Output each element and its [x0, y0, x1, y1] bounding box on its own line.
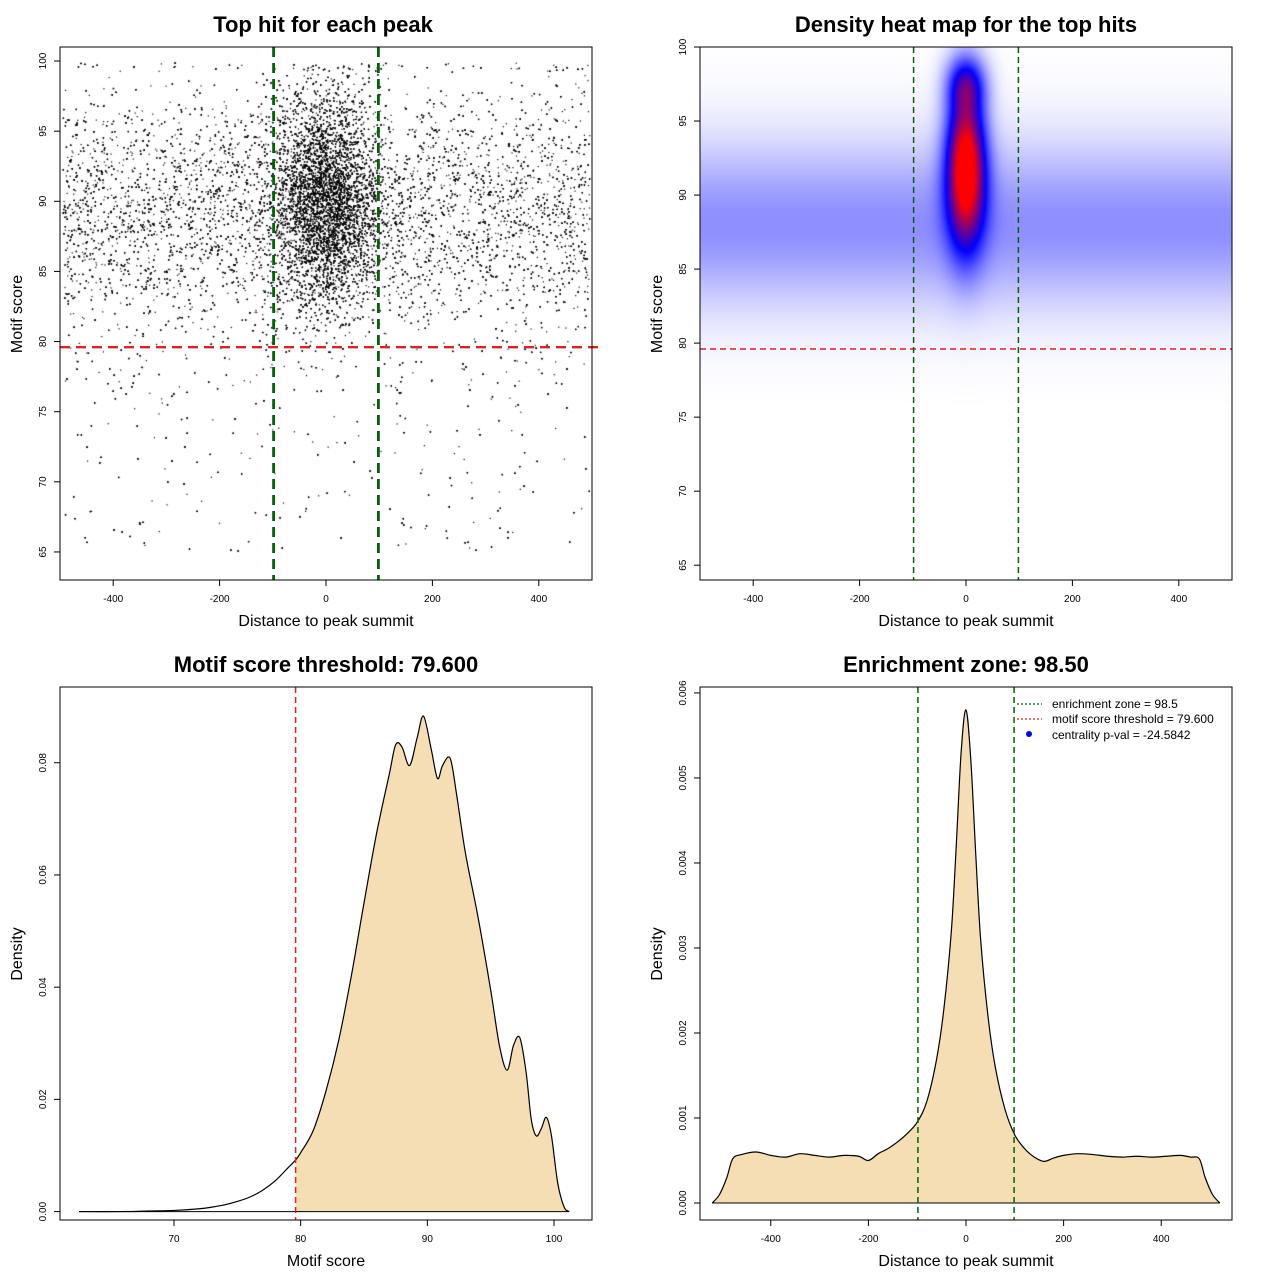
enrichment-y-axis-label: Density: [649, 927, 666, 980]
legend-pval-label: centrality p-val = -24.5842: [1052, 728, 1191, 742]
scatter-y-tick-label: 70: [38, 476, 49, 488]
heatmap-x-tick-label: -200: [850, 594, 870, 605]
score-density-y-tick-label: 0.08: [38, 753, 49, 773]
heatmap-x-tick-label: 200: [1064, 594, 1081, 605]
heatmap-y-tick-label: 95: [678, 115, 689, 127]
heatmap-title: Density heat map for the top hits: [795, 12, 1137, 37]
heatmap-image: [700, 47, 1232, 580]
score-density-ticks: 70 80 90 100 0.00 0.02 0.04 0.06 0.08: [38, 753, 563, 1245]
legend-pval-swatch: [1026, 731, 1032, 737]
enrichment-density-fill: [712, 709, 1220, 1203]
scatter-x-axis-label: Distance to peak summit: [238, 613, 414, 630]
enrichment-y-tick-label: 0.005: [678, 765, 689, 790]
enrichment-y-tick-label: 0.000: [678, 1190, 689, 1215]
enrichment-x-tick-label: 0: [963, 1234, 969, 1245]
legend-threshold-label: motif score threshold = 79.600: [1052, 712, 1214, 726]
scatter-y-tick-label: 80: [38, 336, 49, 348]
heatmap-panel: Density heat map for the top hits Distan…: [649, 12, 1233, 630]
score-density-x-tick-label: 80: [295, 1234, 307, 1245]
enrichment-y-tick-label: 0.006: [678, 680, 689, 705]
scatter-frame: [59, 46, 593, 581]
scatter-y-tick-label: 95: [38, 125, 49, 137]
heatmap-x-tick-label: -400: [743, 594, 763, 605]
legend-zone-label: enrichment zone = 98.5: [1052, 697, 1178, 711]
enrichment-title: Enrichment zone: 98.50: [843, 652, 1089, 677]
scatter-title: Top hit for each peak: [213, 12, 433, 37]
enrichment-y-tick-label: 0.004: [678, 850, 689, 875]
score-density-frame: [59, 686, 593, 1221]
score-density-x-tick-label: 90: [422, 1234, 434, 1245]
score-density-panel: Motif score threshold: 79.600 Motif scor…: [9, 652, 593, 1270]
heatmap-x-tick-label: 0: [963, 594, 969, 605]
heatmap-x-axis-label: Distance to peak summit: [878, 613, 1054, 630]
scatter-ticks: -400 -200 0 200 400 65 70 75 80 85 90 95 100: [38, 52, 548, 605]
enrichment-plot-area: [711, 687, 1221, 1220]
score-density-y-tick-label: 0.04: [38, 977, 49, 997]
score-density-x-axis-label: Motif score: [287, 1253, 365, 1270]
enrichment-x-axis-label: Distance to peak summit: [878, 1253, 1054, 1270]
heatmap-y-axis-label: Motif score: [649, 275, 666, 353]
enrichment-x-tick-label: 400: [1153, 1234, 1170, 1245]
scatter-y-tick-label: 100: [38, 52, 49, 69]
enrichment-legend: enrichment zone = 98.5 motif score thres…: [1017, 697, 1214, 742]
heatmap-frame: [699, 46, 1233, 581]
enrichment-x-tick-label: 200: [1055, 1234, 1072, 1245]
scatter-plot-area: [60, 47, 602, 580]
scatter-x-tick-label: -200: [210, 594, 230, 605]
scatter-panel: Top hit for each peak Distance to peak s…: [9, 12, 602, 630]
score-density-y-tick-label: 0.02: [38, 1089, 49, 1109]
score-density-y-tick-label: 0.06: [38, 865, 49, 885]
enrichment-panel: Enrichment zone: 98.50 Distance to peak …: [649, 652, 1233, 1270]
heatmap-y-tick-label: 85: [678, 263, 689, 275]
enrichment-y-tick-label: 0.002: [678, 1020, 689, 1045]
scatter-y-tick-label: 90: [38, 195, 49, 207]
score-density-y-axis-label: Density: [9, 927, 26, 980]
heatmap-y-tick-label: 65: [678, 559, 689, 571]
scatter-y-tick-label: 85: [38, 265, 49, 277]
scatter-x-tick-label: 0: [323, 594, 329, 605]
scatter-y-axis-label: Motif score: [9, 275, 26, 353]
score-density-x-tick-label: 100: [546, 1234, 563, 1245]
heatmap-y-tick-label: 90: [678, 189, 689, 201]
enrichment-x-tick-label: -200: [858, 1234, 878, 1245]
enrichment-x-tick-label: -400: [761, 1234, 781, 1245]
scatter-y-tick-label: 75: [38, 406, 49, 418]
score-density-curve: [78, 715, 570, 1213]
scatter-x-tick-label: -400: [103, 594, 123, 605]
heatmap-y-tick-label: 100: [678, 38, 689, 55]
score-density-x-tick-label: 70: [168, 1234, 180, 1245]
enrichment-ticks: -400 -200 0 200 400 0.000 0.001 0.002 0.003 0.004…: [678, 680, 1170, 1245]
heatmap-y-tick-label: 75: [678, 411, 689, 423]
enrichment-y-tick-label: 0.003: [678, 935, 689, 960]
heatmap-y-tick-label: 70: [678, 485, 689, 497]
enrichment-y-tick-label: 0.001: [678, 1105, 689, 1130]
scatter-x-tick-label: 200: [424, 594, 441, 605]
score-density-fill: [295, 716, 570, 1212]
heatmap-ticks: -400 -200 0 200 400 65 70 75 80 85 90 95 100: [678, 38, 1188, 605]
heatmap-plot-area: [700, 47, 1232, 580]
scatter-x-tick-label: 400: [530, 594, 547, 605]
enrichment-density-curve: [711, 709, 1221, 1204]
score-density-y-tick-label: 0.00: [38, 1201, 49, 1221]
enrichment-frame: [699, 686, 1233, 1221]
heatmap-x-tick-label: 400: [1170, 594, 1187, 605]
heatmap-y-tick-label: 80: [678, 337, 689, 349]
scatter-y-tick-label: 65: [38, 546, 49, 558]
score-density-title: Motif score threshold: 79.600: [174, 652, 478, 677]
scatter-points: [60, 47, 592, 580]
score-density-plot-area: [78, 687, 570, 1220]
